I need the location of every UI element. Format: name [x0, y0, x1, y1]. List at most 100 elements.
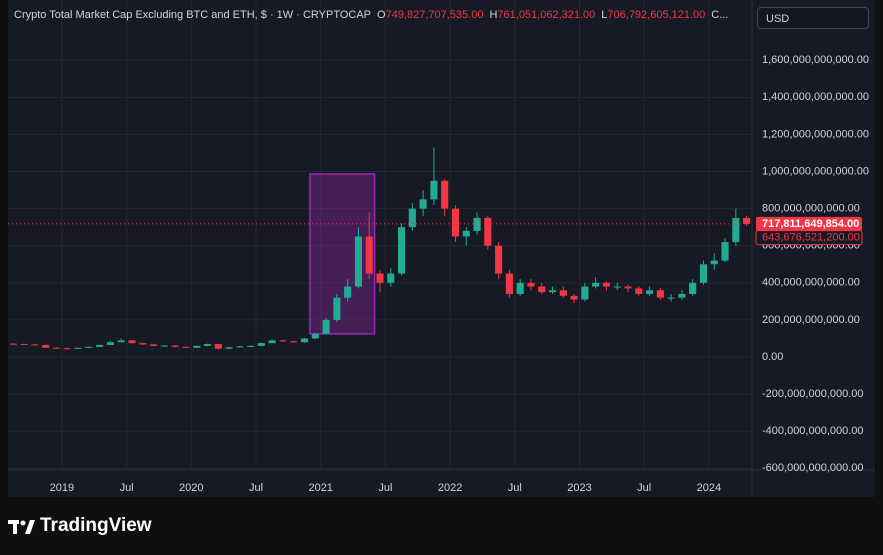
- x-tick-label: Jul: [378, 482, 392, 494]
- candle-body: [538, 286, 546, 293]
- y-tick-label: 200,000,000,000.00: [762, 314, 860, 326]
- candle-body: [548, 290, 557, 293]
- candle-body: [689, 282, 697, 294]
- x-tick-label: Jul: [508, 482, 522, 494]
- candle-body: [495, 245, 503, 274]
- candle-body: [570, 295, 578, 300]
- candle-body: [743, 217, 751, 224]
- y-tick-label: 400,000,000,000.00: [762, 277, 860, 289]
- x-tick-label: Jul: [120, 482, 134, 494]
- candle-body: [106, 342, 114, 345]
- x-tick-label: 2021: [308, 482, 332, 494]
- candle-body: [451, 208, 460, 237]
- candle-body: [150, 344, 158, 346]
- x-tick-label: Jul: [637, 482, 651, 494]
- candle-body: [721, 242, 729, 261]
- x-tick-label: 2024: [697, 482, 721, 494]
- candle-body: [462, 230, 470, 237]
- ohlc-key: H: [489, 9, 498, 21]
- candle-body: [710, 260, 718, 265]
- x-tick-label: Jul: [249, 482, 263, 494]
- candle-body: [300, 338, 309, 343]
- grid: [8, 0, 752, 470]
- candle-body: [678, 293, 686, 298]
- y-tick-label: -200,000,000,000.00: [762, 388, 864, 400]
- y-tick-label: 0.00: [762, 351, 783, 363]
- candle-body: [74, 347, 82, 349]
- candle-body: [516, 282, 524, 294]
- chart-panel: [8, 0, 875, 497]
- candle-body: [52, 347, 61, 349]
- candle-body: [732, 217, 740, 243]
- ohlc-key: L: [601, 9, 608, 21]
- y-tick-label: 1,400,000,000,000.00: [762, 91, 869, 103]
- chart-header: Crypto Total Market Cap Excluding BTC an…: [14, 9, 728, 21]
- candle-body: [430, 180, 438, 200]
- candle-body: [592, 282, 600, 287]
- candle-body: [31, 344, 39, 346]
- candle-body: [322, 319, 330, 334]
- candle-body: [42, 344, 50, 348]
- candle-body: [656, 290, 664, 298]
- candle-body: [203, 344, 212, 346]
- chart: 1,600,000,000,000.00 1,400,000,000,000.00…: [8, 0, 875, 497]
- candle-body: [290, 341, 298, 343]
- candle-body: [268, 340, 276, 344]
- y-tick-label: -600,000,000,000.00: [762, 462, 864, 474]
- brand: TradingView: [40, 515, 152, 536]
- y-tick-label: 1,600,000,000,000.00: [762, 54, 869, 66]
- candle-body: [624, 286, 632, 289]
- candle-body: [441, 180, 449, 209]
- x-tick-label: 2019: [50, 482, 74, 494]
- candle-body: [257, 343, 265, 346]
- candle-body: [279, 340, 287, 342]
- candle-body: [193, 345, 201, 348]
- candle-body: [602, 282, 610, 287]
- candle-body: [63, 348, 71, 350]
- candle-body: [117, 340, 125, 343]
- candle-body: [160, 345, 168, 347]
- candle-body: [96, 344, 104, 347]
- candle-body: [365, 236, 373, 274]
- candle-body: [20, 344, 28, 346]
- candle-body: [408, 208, 416, 228]
- candle-body: [419, 199, 427, 209]
- candle-body: [613, 286, 621, 288]
- candle-body: [214, 344, 222, 349]
- candle-body: [171, 345, 179, 347]
- ohlc-key: O: [377, 9, 386, 21]
- currency-selector[interactable]: USD: [757, 7, 869, 29]
- candle-body: [473, 217, 481, 231]
- highlight-box: [309, 173, 376, 335]
- ohlc-truncated: C...: [711, 9, 729, 21]
- candle-body: [247, 345, 255, 347]
- ohlc-value: 706,792,605,121.00: [607, 9, 706, 21]
- candle-body: [559, 290, 567, 296]
- candle-body: [484, 217, 492, 246]
- candle-body: [581, 286, 589, 300]
- x-tick-label: 2022: [438, 482, 462, 494]
- price-label-box: [755, 230, 863, 246]
- candle-body: [354, 236, 362, 287]
- candle-body: [527, 282, 535, 287]
- candle-body: [9, 343, 17, 345]
- candle-body: [139, 343, 147, 345]
- chart-title: Crypto Total Market Cap Excluding BTC an…: [14, 9, 372, 21]
- x-tick-label: 2023: [567, 482, 591, 494]
- candle-body: [398, 227, 406, 274]
- candle-body: [85, 346, 93, 348]
- candle-body: [635, 288, 643, 294]
- price-label: 717,811,649,854.00: [762, 218, 859, 230]
- candle-body: [376, 273, 384, 283]
- logo: [8, 520, 35, 534]
- candle-body: [236, 346, 244, 348]
- candle-body: [128, 340, 136, 344]
- price-label: 643,676,521,200.00: [762, 232, 860, 244]
- ohlc-value: 761,051,062,321.00: [497, 9, 596, 21]
- y-tick-label: -400,000,000,000.00: [762, 425, 864, 437]
- ohlc-value: 749,827,707,535.00: [385, 9, 484, 21]
- candle-body: [225, 347, 233, 349]
- candle-body: [505, 273, 513, 294]
- y-tick-label: 1,000,000,000,000.00: [762, 165, 869, 177]
